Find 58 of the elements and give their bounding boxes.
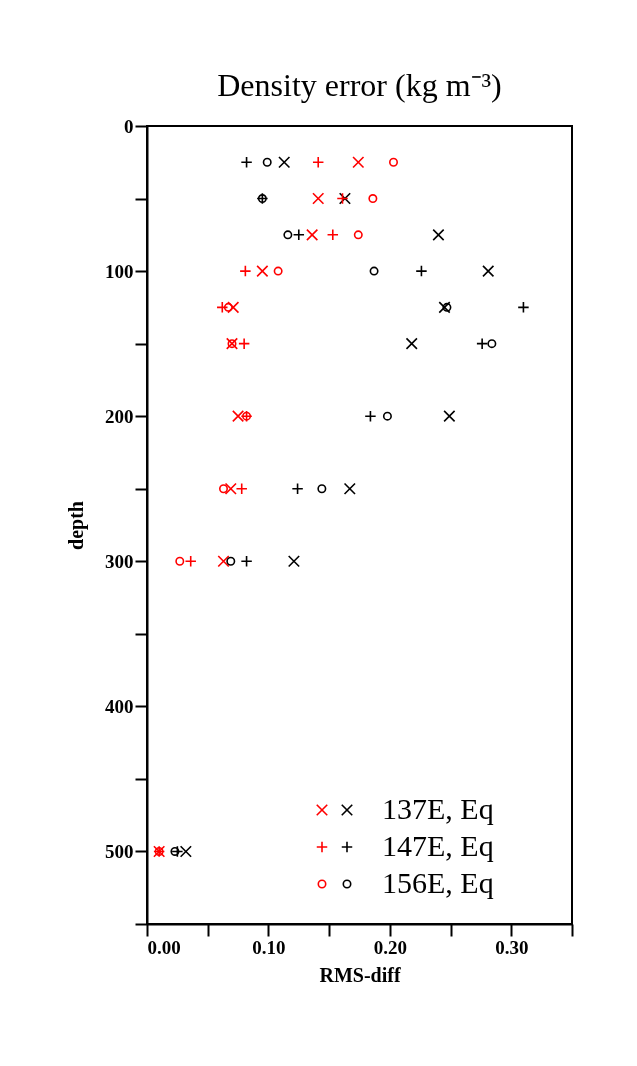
point	[306, 228, 319, 241]
point	[179, 845, 192, 858]
legend-label: 147E, Eq	[382, 829, 494, 862]
point	[476, 337, 489, 350]
point	[517, 301, 530, 314]
point	[487, 339, 497, 349]
point	[278, 156, 291, 169]
legend-label: 156E, Eq	[382, 866, 494, 899]
point	[227, 301, 240, 314]
point	[235, 482, 248, 495]
point	[262, 157, 272, 167]
point	[239, 265, 252, 278]
point	[364, 410, 377, 423]
y-tick-label: 200	[105, 405, 134, 427]
point	[369, 266, 379, 276]
y-tick-label: 300	[105, 550, 134, 572]
y-tick-label: 500	[105, 840, 134, 862]
point	[240, 555, 253, 568]
point	[273, 266, 283, 276]
x-tick-label: 0.10	[252, 936, 286, 958]
text: 0.00	[147, 936, 181, 958]
x-tick-label: 0.20	[373, 936, 407, 958]
point	[226, 556, 236, 566]
point	[415, 265, 428, 278]
y-tick-label: 100	[105, 260, 134, 282]
point	[438, 301, 451, 314]
point	[224, 482, 237, 495]
point	[343, 482, 356, 495]
point	[287, 555, 300, 568]
point	[443, 410, 456, 423]
point	[368, 194, 378, 204]
point	[223, 302, 233, 312]
legend-label: 137E, Eq	[382, 792, 494, 825]
point	[405, 337, 418, 350]
point	[352, 156, 365, 169]
point	[218, 484, 229, 494]
point	[317, 484, 327, 494]
point	[171, 845, 184, 858]
point	[216, 301, 229, 314]
point	[291, 482, 304, 495]
chart-title: Density error (kg m⁻³)	[217, 67, 502, 103]
point	[353, 230, 363, 240]
point	[442, 302, 452, 312]
point	[382, 411, 392, 421]
point	[482, 265, 495, 278]
y-tick-label: 400	[105, 695, 134, 717]
point	[170, 846, 180, 856]
point	[217, 555, 230, 568]
point	[388, 157, 399, 167]
point	[256, 265, 269, 278]
point	[312, 192, 325, 205]
x-tick-label: 0.30	[495, 936, 529, 958]
point	[432, 228, 445, 241]
x-axis-title: RMS-diff	[319, 963, 401, 986]
point	[240, 156, 253, 169]
y-axis-title: depth	[65, 501, 88, 550]
y-tick-label: 0	[124, 115, 134, 137]
point	[232, 410, 245, 423]
